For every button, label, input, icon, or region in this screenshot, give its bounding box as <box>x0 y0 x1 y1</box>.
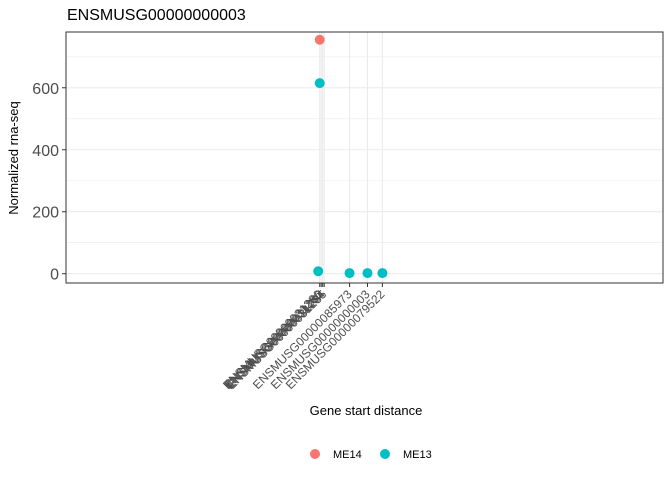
x-axis-title: Gene start distance <box>310 403 423 418</box>
legend-label: ME13 <box>403 449 432 461</box>
y-tick-label: 200 <box>32 205 59 222</box>
legend-key-me14 <box>310 449 320 459</box>
data-point-me14 <box>314 34 325 45</box>
plot-area: 0200400600ENSMUSG00000031286ENSMUSG00000… <box>32 31 664 392</box>
legend-key-me13 <box>380 449 390 459</box>
panel-border <box>65 31 664 284</box>
data-point-me13 <box>313 266 324 277</box>
chart-title: ENSMUSG00000000003 <box>67 7 246 24</box>
y-tick-label: 400 <box>32 143 59 160</box>
data-point-me13 <box>377 268 388 279</box>
y-tick-label: 600 <box>32 81 59 98</box>
data-point-me13 <box>314 78 325 89</box>
panel-background <box>66 32 663 283</box>
data-point-me13 <box>362 268 373 279</box>
y-axis-title: Normalized rna-seq <box>6 101 21 214</box>
legend-label: ME14 <box>333 449 362 461</box>
y-tick-label: 0 <box>50 267 59 284</box>
data-point-me13 <box>344 268 355 279</box>
legend: ME14 ME13 <box>310 449 432 461</box>
